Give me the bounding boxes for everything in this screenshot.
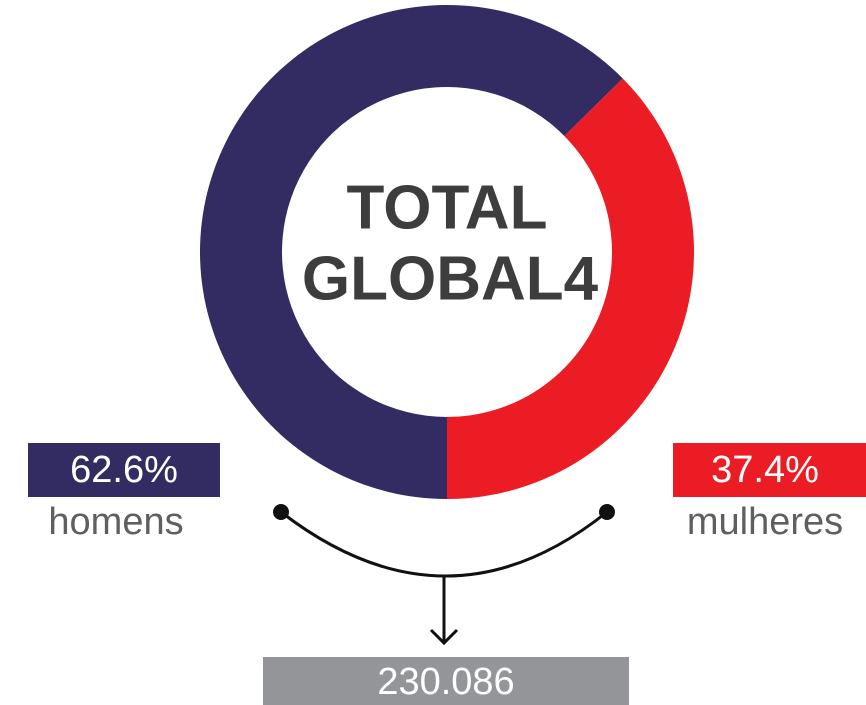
category-label: mulheres xyxy=(687,501,843,543)
connector xyxy=(280,510,608,578)
connector-dot xyxy=(599,504,615,520)
total-value: 230.086 xyxy=(377,661,514,703)
value-label: 62.6% xyxy=(70,449,178,491)
total-box xyxy=(263,657,629,705)
center-title: TOTAL xyxy=(347,173,548,242)
arrow-head xyxy=(429,628,459,646)
center-title: GLOBAL4 xyxy=(302,244,599,313)
label-box xyxy=(28,443,220,497)
slice xyxy=(447,78,694,499)
category-label: homens xyxy=(48,501,183,543)
donut xyxy=(199,4,694,500)
connector-dot xyxy=(273,504,289,520)
label-box xyxy=(673,443,866,497)
slice xyxy=(199,4,623,500)
value-label: 37.4% xyxy=(711,449,819,491)
